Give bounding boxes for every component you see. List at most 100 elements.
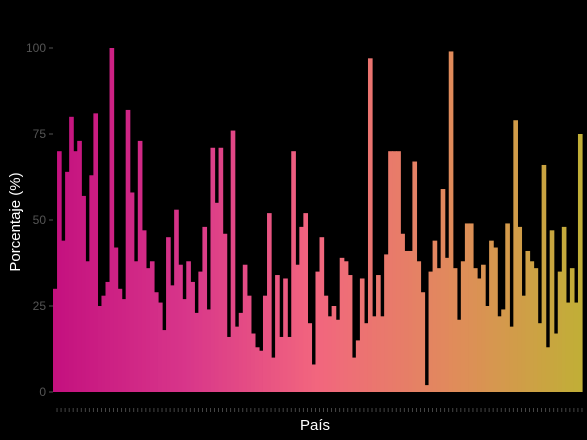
bar [73, 151, 78, 392]
bar [384, 254, 389, 392]
bar [105, 281, 111, 392]
bar [198, 271, 204, 392]
bar [218, 147, 224, 392]
bar [444, 257, 450, 392]
bar [157, 302, 163, 392]
bar [549, 230, 555, 392]
bar [351, 357, 357, 392]
bar [541, 164, 547, 392]
bar [456, 319, 462, 392]
bar [81, 195, 86, 392]
bar [517, 226, 523, 392]
bar [388, 151, 393, 392]
bar [194, 312, 199, 392]
bar [89, 175, 94, 392]
bar [267, 213, 272, 392]
bar [497, 316, 502, 392]
bar [347, 275, 353, 392]
bar [493, 247, 498, 392]
bar [65, 171, 70, 392]
bar [468, 223, 474, 392]
y-tick-label: 0 [39, 385, 46, 399]
bar [250, 333, 256, 392]
bar [432, 240, 438, 392]
bar [133, 261, 139, 392]
bar [372, 316, 377, 392]
bar [569, 268, 575, 392]
bar [113, 247, 119, 392]
bar [166, 237, 171, 392]
bar [214, 202, 220, 392]
bar [363, 323, 369, 392]
bar [505, 223, 510, 392]
bar [254, 347, 260, 392]
bar [53, 288, 58, 392]
y-axis-title: Porcentaje (%) [7, 172, 24, 271]
bar [573, 302, 579, 392]
bar [400, 233, 405, 392]
bar [125, 109, 131, 393]
bar [477, 278, 482, 392]
bar [101, 295, 107, 392]
bar [121, 299, 127, 392]
bar [182, 299, 187, 392]
bar [137, 140, 143, 392]
bar [307, 323, 313, 392]
bar [561, 226, 567, 392]
y-tick-label: 50 [33, 213, 47, 227]
bar [428, 271, 434, 392]
bar [283, 278, 288, 392]
bar [485, 306, 490, 392]
bar [335, 319, 341, 392]
bar [557, 271, 563, 392]
bar [77, 140, 82, 392]
bar [178, 264, 183, 392]
bar [291, 151, 296, 392]
bar [412, 161, 418, 392]
bar [525, 250, 531, 392]
bar [501, 309, 506, 392]
bar [222, 233, 228, 392]
bar [153, 292, 159, 392]
bar [545, 347, 551, 392]
y-tick-label: 75 [33, 127, 47, 141]
bar [162, 330, 167, 392]
x-axis-title: País [300, 417, 330, 434]
bar [424, 385, 430, 392]
bar [210, 147, 216, 392]
bar [460, 261, 466, 392]
bar [359, 278, 365, 392]
bar [202, 226, 208, 392]
bar [408, 250, 413, 392]
bar [141, 230, 147, 392]
bar [190, 281, 195, 392]
bar [299, 226, 304, 392]
x-axis-ticks [56, 408, 583, 412]
bar [464, 223, 470, 392]
bar [396, 151, 401, 392]
bar [117, 288, 123, 392]
bar [339, 257, 345, 392]
bar [226, 336, 232, 392]
bar [93, 113, 99, 393]
bar [533, 268, 539, 392]
bar [145, 268, 151, 392]
bar [509, 326, 514, 392]
bar [242, 264, 248, 392]
bar [271, 357, 276, 392]
bar [69, 116, 74, 393]
bar [436, 268, 442, 392]
bar [392, 151, 397, 392]
bar [376, 275, 381, 392]
bar [367, 58, 373, 392]
bar [57, 151, 62, 392]
y-tick-label: 25 [33, 299, 47, 313]
bar [206, 309, 212, 392]
bar [170, 285, 175, 392]
bar-group [53, 48, 583, 393]
bar [311, 364, 317, 392]
bar [246, 295, 252, 392]
bar [234, 326, 240, 392]
bar [258, 350, 264, 392]
